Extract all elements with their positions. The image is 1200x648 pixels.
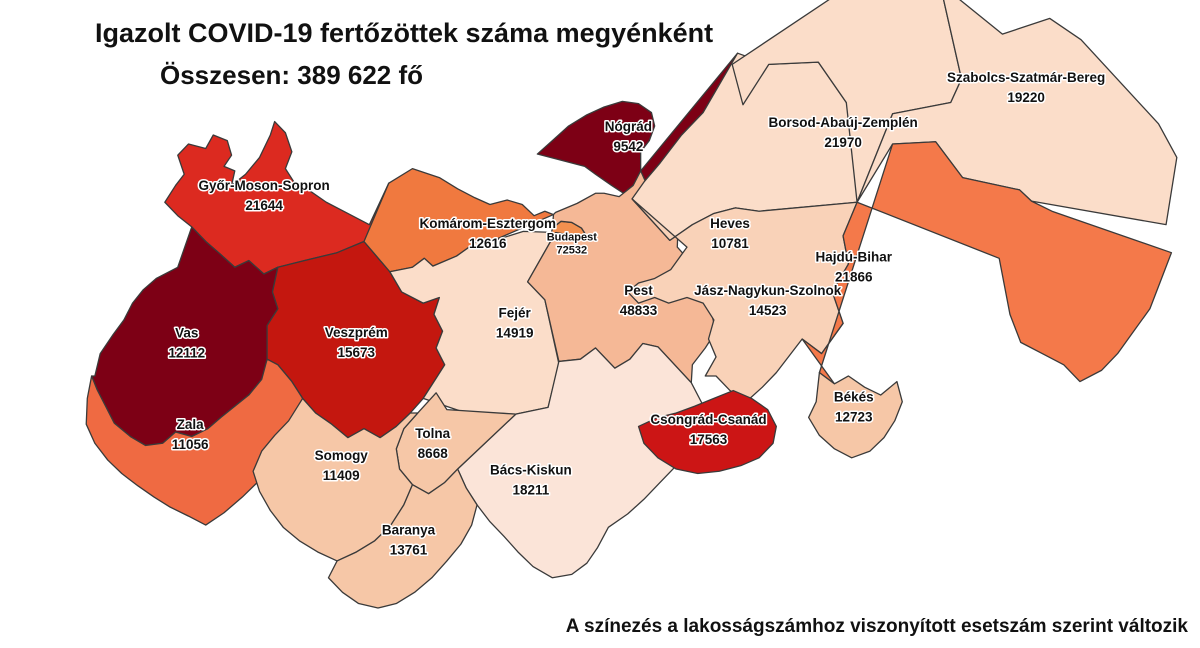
svg-text:Borsod-Abaúj-Zemplén: Borsod-Abaúj-Zemplén [768,115,917,130]
svg-text:21644: 21644 [245,198,283,213]
svg-text:15673: 15673 [338,345,376,360]
svg-text:9542: 9542 [613,139,643,154]
svg-text:Hajdú-Bihar: Hajdú-Bihar [816,250,893,265]
svg-text:48833: 48833 [620,303,658,318]
svg-text:21866: 21866 [835,270,873,285]
svg-text:Pest: Pest [624,283,653,298]
svg-text:Békés: Békés [834,390,874,405]
svg-text:Bács-Kiskun: Bács-Kiskun [490,463,572,478]
svg-text:Vas: Vas [175,325,198,340]
svg-text:14523: 14523 [749,303,787,318]
svg-text:Jász-Nagykun-Szolnok: Jász-Nagykun-Szolnok [694,283,842,298]
svg-text:Győr-Moson-Sopron: Győr-Moson-Sopron [198,178,329,193]
svg-text:Zala: Zala [177,417,205,432]
svg-text:18211: 18211 [513,483,550,498]
svg-text:10781: 10781 [711,236,749,251]
svg-text:Heves: Heves [710,216,750,231]
svg-text:8668: 8668 [418,446,449,461]
svg-text:Szabolcs-Szatmár-Bereg: Szabolcs-Szatmár-Bereg [947,70,1105,85]
svg-text:Veszprém: Veszprém [325,325,388,340]
svg-text:21970: 21970 [824,135,862,150]
svg-text:17563: 17563 [690,432,728,447]
svg-text:Komárom-Esztergom: Komárom-Esztergom [420,216,557,231]
svg-text:12616: 12616 [469,236,507,251]
svg-text:19220: 19220 [1007,90,1045,105]
svg-text:13761: 13761 [390,543,428,558]
svg-text:Somogy: Somogy [315,448,369,463]
svg-text:Nógrád: Nógrád [605,119,652,134]
svg-text:Baranya: Baranya [382,523,436,538]
svg-text:Csongrád-Csanád: Csongrád-Csanád [650,412,766,427]
svg-text:Budapest: Budapest [547,231,597,243]
svg-text:12112: 12112 [168,345,205,360]
svg-text:72532: 72532 [557,244,588,256]
svg-text:Fejér: Fejér [499,306,532,321]
svg-text:12723: 12723 [835,410,873,425]
svg-text:11056: 11056 [172,437,209,452]
svg-text:Tolna: Tolna [415,426,450,441]
svg-text:14919: 14919 [496,326,534,341]
svg-text:11409: 11409 [323,468,360,483]
